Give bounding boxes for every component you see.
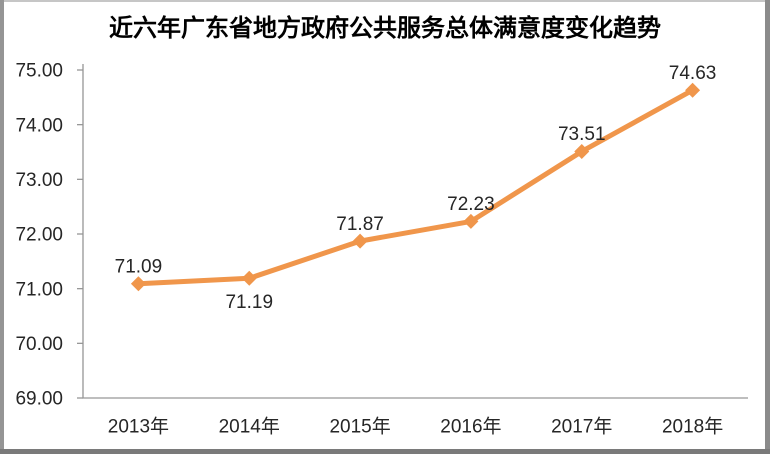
frame-border-bottom: [0, 449, 770, 454]
x-axis-category-label: 2013年: [108, 416, 169, 438]
x-axis-category-label: 2015年: [329, 416, 390, 438]
data-point-label: 71.09: [115, 256, 163, 277]
data-point-marker: [241, 270, 257, 286]
data-point-marker: [130, 276, 146, 292]
y-axis-tick-label: 71.00: [15, 279, 63, 300]
y-axis-tick-label: 69.00: [15, 389, 63, 410]
data-point-label: 74.63: [669, 63, 717, 84]
frame-border-right: [765, 0, 770, 454]
y-axis-tick-label: 70.00: [15, 334, 63, 355]
axis-lines: [82, 64, 748, 399]
x-axis-category-label: 2017年: [551, 416, 612, 438]
data-point-label: 72.23: [447, 194, 495, 215]
data-point-marker: [685, 82, 701, 98]
frame-border-top: [0, 0, 770, 2]
x-axis-category-label: 2018年: [662, 416, 723, 438]
y-axis-tick-label: 74.00: [15, 115, 63, 136]
series-line: [135, 87, 696, 287]
data-point-marker: [352, 233, 368, 249]
y-axis-tick-label: 72.00: [15, 225, 63, 246]
x-axis-category-label: 2014年: [219, 416, 280, 438]
y-axis-tick-label: 75.00: [15, 61, 63, 82]
data-point-marker: [574, 143, 590, 159]
chart-title: 近六年广东省地方政府公共服务总体满意度变化趋势: [109, 16, 661, 42]
y-axis-tick-label: 73.00: [15, 170, 63, 191]
data-point-label: 73.51: [558, 124, 606, 145]
data-point-marker: [463, 213, 479, 229]
x-axis-category-label: 2016年: [440, 416, 501, 438]
data-point-label: 71.87: [336, 214, 384, 235]
frame-border-left: [0, 0, 4, 454]
data-point-label: 71.19: [225, 292, 273, 313]
